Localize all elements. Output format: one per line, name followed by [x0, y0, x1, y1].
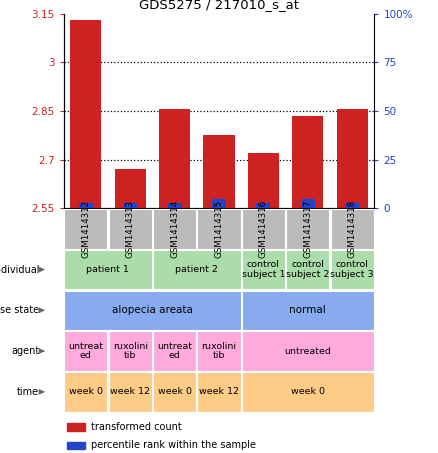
- Text: week 0: week 0: [158, 387, 191, 396]
- Text: ruxolini
tib: ruxolini tib: [201, 342, 237, 361]
- FancyBboxPatch shape: [153, 250, 240, 289]
- Text: untreat
ed: untreat ed: [157, 342, 192, 361]
- Text: GSM1414313: GSM1414313: [126, 200, 134, 258]
- Bar: [123, 202, 137, 208]
- Bar: [292, 116, 323, 208]
- Text: week 0: week 0: [291, 387, 325, 396]
- Text: untreat
ed: untreat ed: [68, 342, 103, 361]
- FancyBboxPatch shape: [331, 250, 374, 289]
- Bar: [168, 202, 182, 208]
- Text: ruxolini
tib: ruxolini tib: [113, 342, 148, 361]
- FancyBboxPatch shape: [64, 290, 240, 330]
- FancyBboxPatch shape: [286, 209, 329, 249]
- Text: time: time: [17, 387, 39, 397]
- Bar: [70, 20, 101, 208]
- FancyBboxPatch shape: [286, 250, 329, 289]
- Text: GSM1414318: GSM1414318: [348, 200, 357, 258]
- Bar: [212, 198, 226, 208]
- Text: GSM1414315: GSM1414315: [215, 200, 223, 258]
- FancyBboxPatch shape: [109, 372, 152, 412]
- FancyBboxPatch shape: [198, 209, 240, 249]
- FancyBboxPatch shape: [242, 290, 374, 330]
- FancyBboxPatch shape: [242, 209, 285, 249]
- Bar: [345, 202, 359, 208]
- Bar: [67, 423, 85, 430]
- Text: control
subject 3: control subject 3: [330, 260, 374, 279]
- Text: alopecia areata: alopecia areata: [112, 305, 193, 315]
- FancyBboxPatch shape: [153, 372, 196, 412]
- FancyBboxPatch shape: [242, 372, 374, 412]
- Text: patient 1: patient 1: [86, 265, 129, 274]
- Text: control
subject 2: control subject 2: [286, 260, 330, 279]
- Text: week 12: week 12: [110, 387, 150, 396]
- Text: week 12: week 12: [199, 387, 239, 396]
- Bar: [337, 109, 368, 208]
- FancyBboxPatch shape: [242, 331, 374, 371]
- FancyBboxPatch shape: [109, 331, 152, 371]
- FancyBboxPatch shape: [331, 209, 374, 249]
- Text: untreated: untreated: [284, 347, 331, 356]
- Bar: [159, 109, 190, 208]
- Text: patient 2: patient 2: [175, 265, 218, 274]
- FancyBboxPatch shape: [64, 372, 107, 412]
- Text: transformed count: transformed count: [92, 422, 182, 432]
- FancyBboxPatch shape: [64, 331, 107, 371]
- Bar: [115, 169, 146, 208]
- Bar: [203, 135, 235, 208]
- Text: GSM1414317: GSM1414317: [304, 200, 312, 258]
- FancyBboxPatch shape: [64, 250, 152, 289]
- Text: GSM1414314: GSM1414314: [170, 200, 179, 258]
- Bar: [256, 202, 270, 208]
- Title: GDS5275 / 217010_s_at: GDS5275 / 217010_s_at: [139, 0, 299, 11]
- FancyBboxPatch shape: [198, 372, 240, 412]
- Text: normal: normal: [290, 305, 326, 315]
- Text: control
subject 1: control subject 1: [242, 260, 285, 279]
- FancyBboxPatch shape: [64, 209, 107, 249]
- Text: GSM1414316: GSM1414316: [259, 200, 268, 258]
- Text: disease state: disease state: [0, 305, 39, 315]
- Text: individual: individual: [0, 265, 39, 275]
- FancyBboxPatch shape: [153, 209, 196, 249]
- Text: agent: agent: [11, 346, 39, 356]
- Bar: [67, 442, 85, 449]
- FancyBboxPatch shape: [242, 250, 285, 289]
- Text: percentile rank within the sample: percentile rank within the sample: [92, 440, 257, 450]
- Text: GSM1414312: GSM1414312: [81, 200, 90, 258]
- FancyBboxPatch shape: [153, 331, 196, 371]
- Text: week 0: week 0: [69, 387, 103, 396]
- Bar: [79, 202, 93, 208]
- FancyBboxPatch shape: [109, 209, 152, 249]
- Bar: [301, 198, 315, 208]
- Bar: [248, 153, 279, 208]
- FancyBboxPatch shape: [198, 331, 240, 371]
